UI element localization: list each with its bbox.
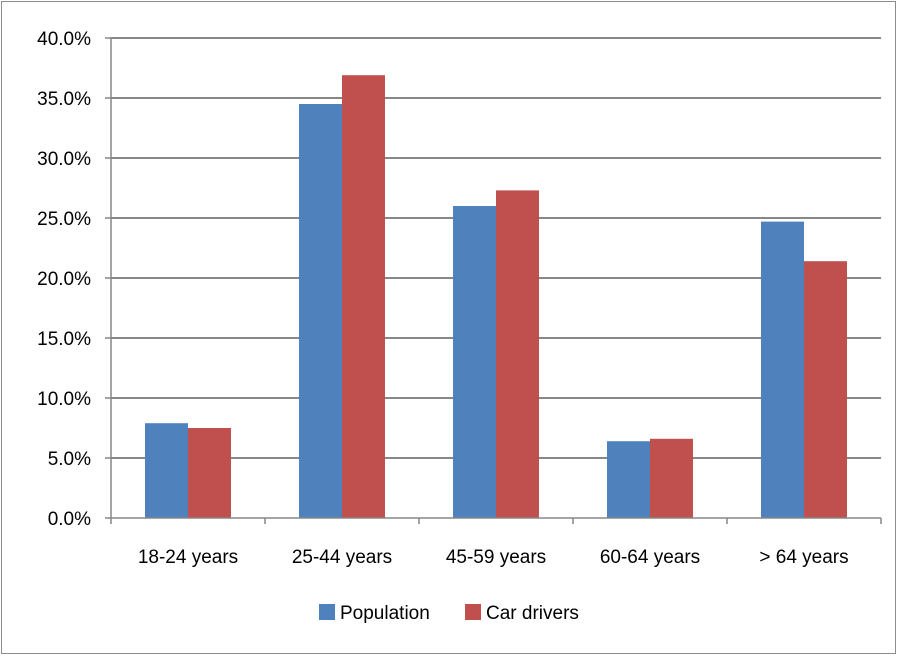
legend-label: Car drivers <box>486 603 579 624</box>
y-tick-label: 15.0% <box>37 329 91 350</box>
y-tick-label: 0.0% <box>48 509 91 530</box>
legend-swatch <box>319 604 335 620</box>
y-tick-label: 25.0% <box>37 209 91 230</box>
bar-car-drivers <box>804 261 847 518</box>
x-tick-label: > 64 years <box>759 547 848 568</box>
bar-population <box>145 423 188 518</box>
y-tick-label: 5.0% <box>48 449 91 470</box>
bars <box>145 75 847 518</box>
x-tick-label: 60-64 years <box>600 547 700 568</box>
y-tick-label: 40.0% <box>37 29 91 50</box>
axes <box>105 37 882 524</box>
y-axis-tick-labels: 0.0% 5.0% 10.0% 15.0% 20.0% 25.0% 30.0% 35.0% 40… <box>37 29 91 530</box>
bar-population <box>607 441 650 518</box>
y-tick-label: 30.0% <box>37 149 91 170</box>
bar-car-drivers <box>496 190 539 518</box>
x-tick-label: 18-24 years <box>138 547 238 568</box>
bar-population <box>299 104 342 518</box>
legend-label: Population <box>340 603 430 624</box>
legend: Population Car drivers <box>319 603 579 624</box>
bar-population <box>453 206 496 518</box>
x-axis-tick-labels: 18-24 years 25-44 years 45-59 years 60-64 y… <box>138 547 849 568</box>
bar-population <box>761 221 804 518</box>
y-tick-label: 35.0% <box>37 89 91 110</box>
x-tick-label: 45-59 years <box>446 547 546 568</box>
bar-car-drivers <box>188 428 231 518</box>
legend-swatch <box>465 604 481 620</box>
x-tick-label: 25-44 years <box>292 547 392 568</box>
y-tick-label: 20.0% <box>37 269 91 290</box>
bar-car-drivers <box>650 438 693 518</box>
y-tick-label: 10.0% <box>37 389 91 410</box>
bar-car-drivers <box>342 75 385 518</box>
